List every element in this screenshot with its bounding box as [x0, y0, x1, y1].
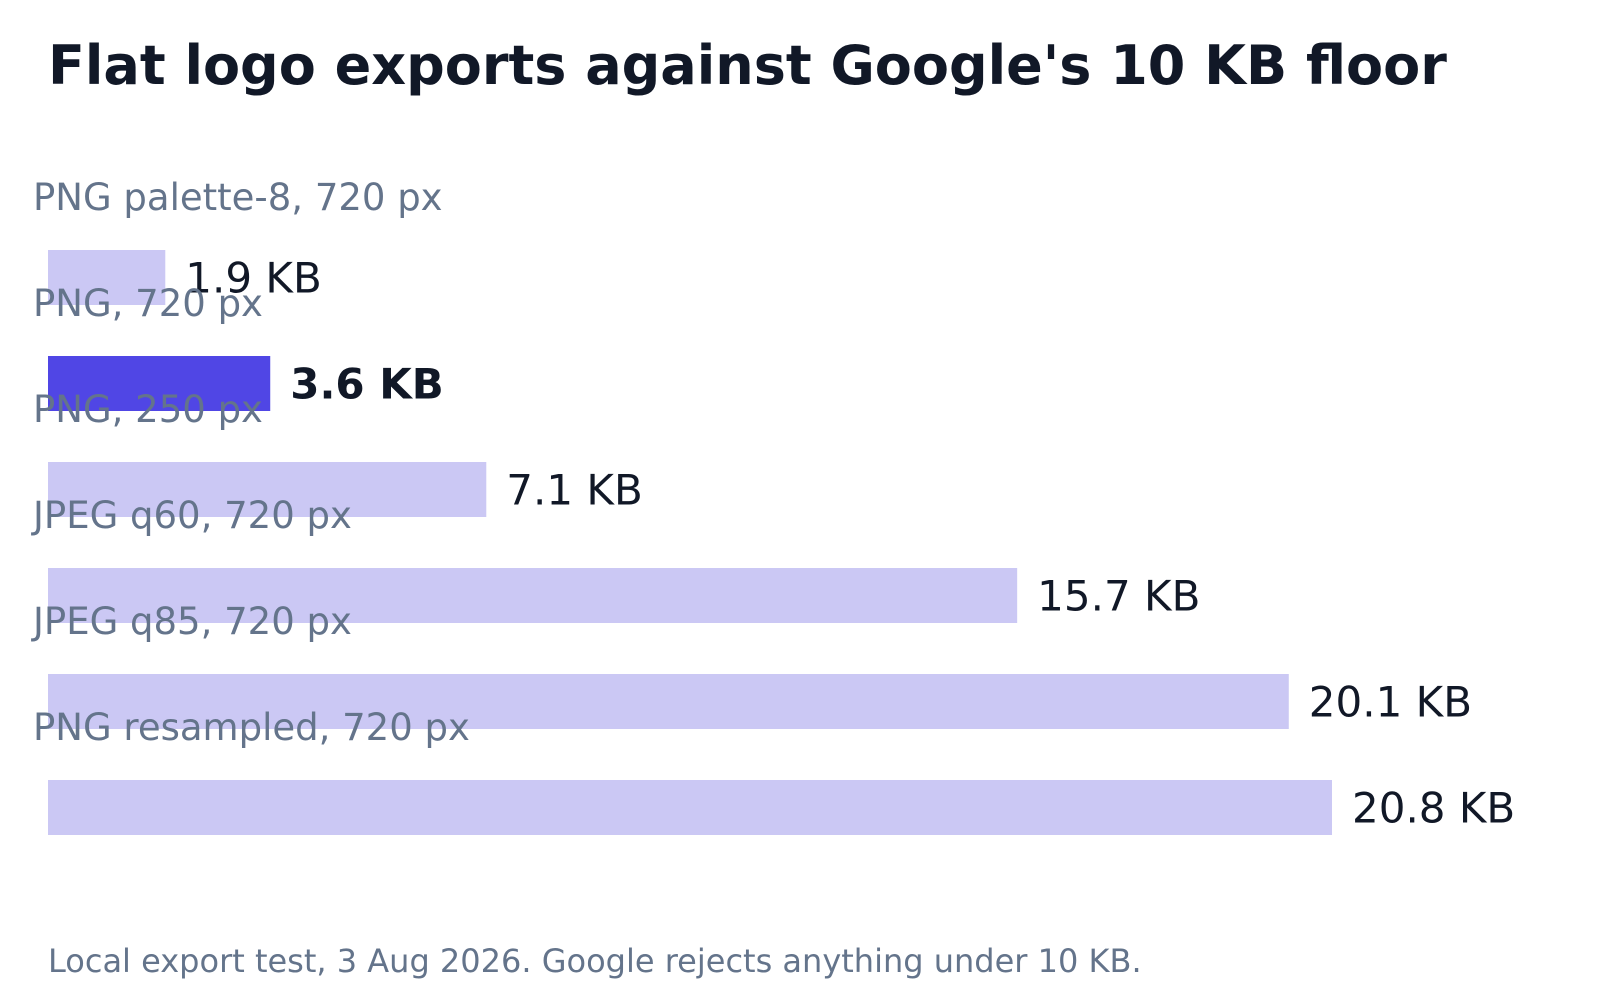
bar — [48, 674, 1289, 729]
category-label: JPEG q60, 720 px — [31, 494, 352, 537]
bar — [48, 568, 1018, 623]
chart-title: Flat logo exports against Google's 10 KB… — [48, 34, 1447, 97]
bar-highlighted — [48, 356, 271, 411]
bar — [48, 462, 487, 517]
value-label: 3.6 KB — [290, 360, 444, 409]
bar — [48, 250, 166, 305]
category-label: PNG palette-8, 720 px — [33, 176, 443, 219]
category-label: PNG, 250 px — [33, 388, 263, 431]
value-label: 20.1 KB — [1309, 678, 1472, 727]
value-label: 1.9 KB — [185, 254, 321, 303]
value-label: 15.7 KB — [1037, 572, 1200, 621]
category-label: JPEG q85, 720 px — [31, 600, 352, 643]
category-label: PNG resampled, 720 px — [33, 706, 470, 749]
value-label: 20.8 KB — [1352, 784, 1515, 833]
category-label: PNG, 720 px — [33, 282, 263, 325]
bar — [48, 780, 1332, 835]
value-label: 7.1 KB — [506, 466, 643, 515]
chart-footnote: Local export test, 3 Aug 2026. Google re… — [48, 942, 1142, 980]
